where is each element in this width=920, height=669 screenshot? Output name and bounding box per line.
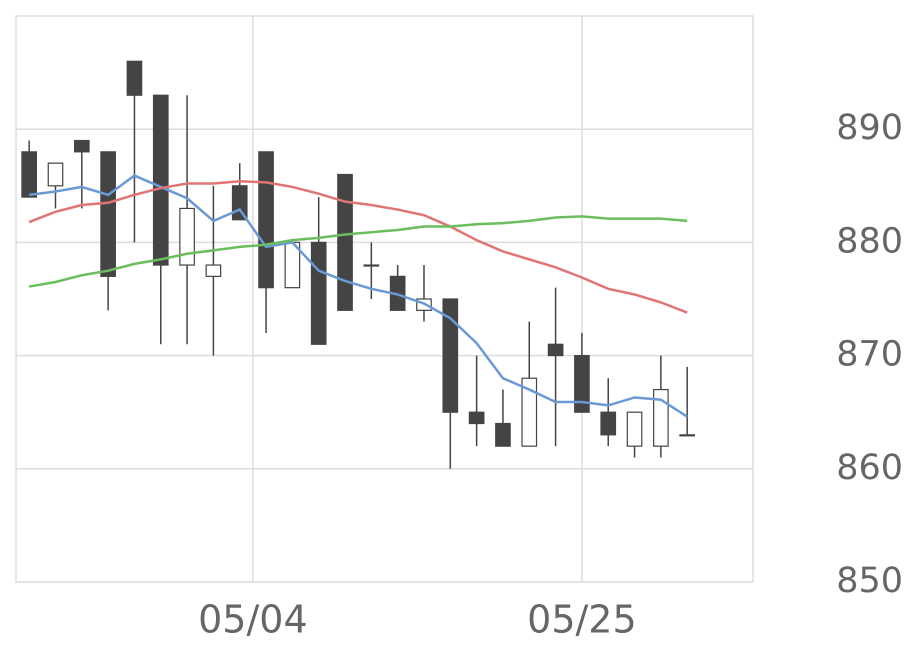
candle-body: [310, 241, 327, 345]
candle-body: [258, 151, 274, 289]
candle-body: [205, 264, 222, 277]
candle-body: [679, 434, 696, 437]
candle-body: [73, 139, 90, 153]
candle-body: [626, 411, 643, 447]
x-tick-label: 05/04: [198, 598, 308, 642]
candle-body: [47, 162, 64, 187]
candle-body: [521, 377, 538, 447]
candle-body: [337, 173, 353, 311]
candle-body: [152, 94, 169, 266]
candle-body: [547, 343, 564, 357]
candle-body: [574, 355, 590, 413]
candle-body: [468, 411, 485, 425]
candle-body: [442, 298, 459, 413]
candle-body: [600, 411, 617, 436]
candle-body: [653, 388, 669, 447]
candle-body: [495, 422, 511, 447]
candle-body: [179, 207, 195, 266]
moving-average-line: [28, 215, 688, 288]
candle-body: [363, 264, 380, 267]
candle-body: [100, 151, 116, 277]
plot-frame: [15, 15, 754, 583]
y-tick-label: 860: [836, 448, 903, 488]
candle-body: [126, 60, 143, 96]
x-tick-label: 05/25: [527, 598, 637, 642]
y-tick-label: 850: [836, 561, 903, 601]
y-tick-label: 870: [836, 335, 903, 375]
candle-body: [21, 151, 37, 198]
y-tick-label: 890: [836, 108, 903, 148]
moving-average-line: [29, 174, 688, 418]
y-tick-label: 880: [836, 221, 903, 261]
moving-average-line: [28, 180, 688, 314]
